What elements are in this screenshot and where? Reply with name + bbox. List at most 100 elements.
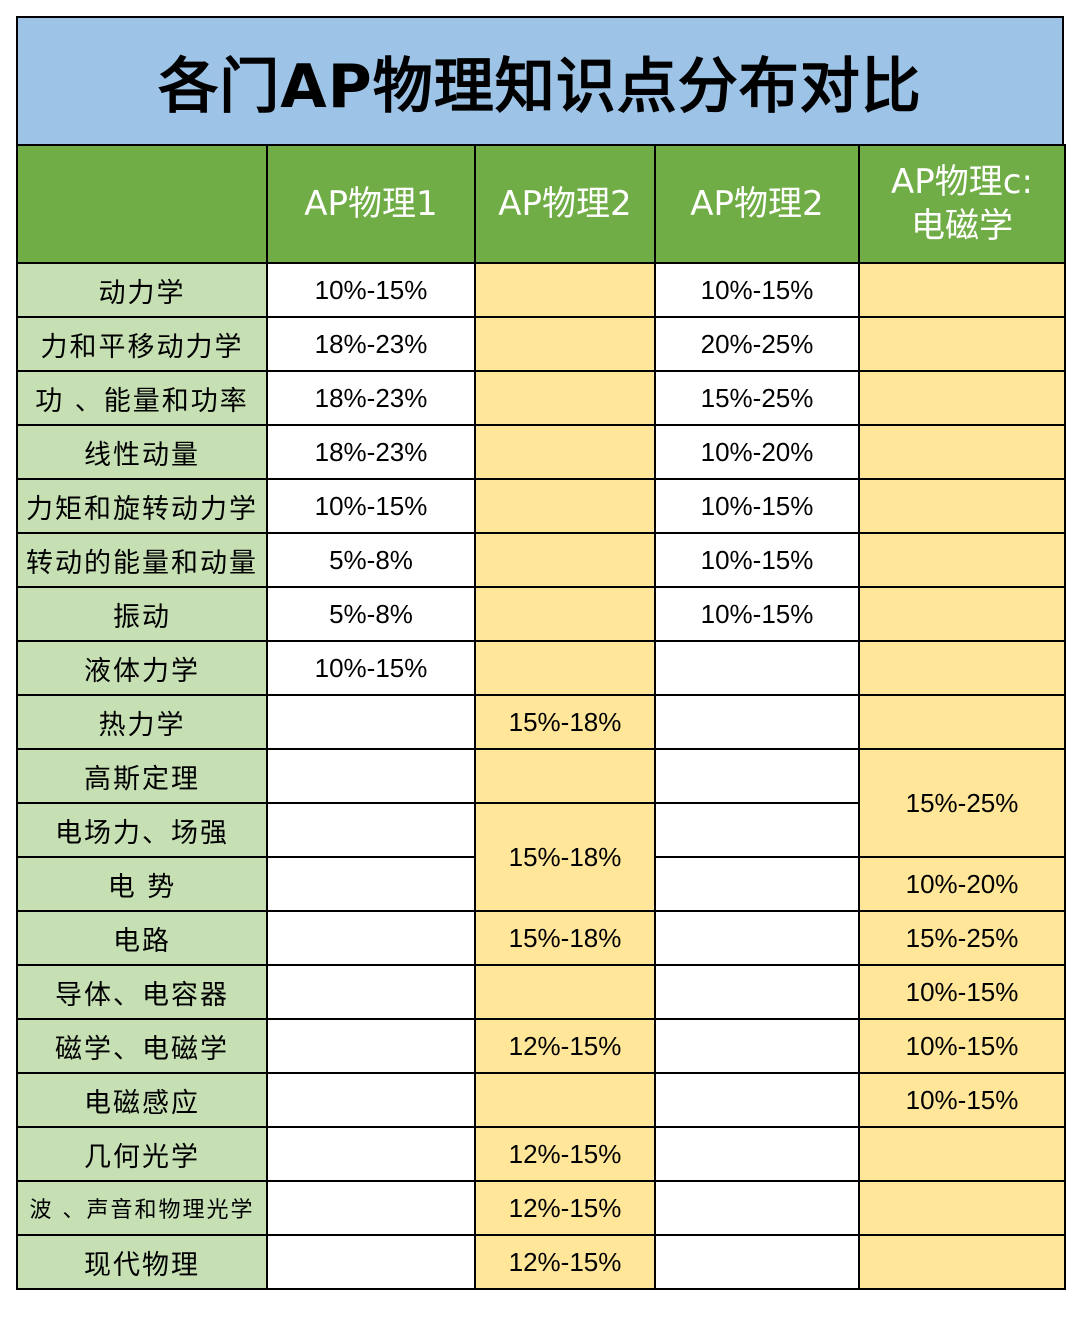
percentage-cell (858, 694, 1066, 750)
percentage-cell (474, 316, 656, 372)
percentage-cell: 15%-18% (474, 694, 656, 750)
percentage-cell: 10%-15% (858, 1072, 1066, 1128)
table-row: 电 势 10%-20% (16, 856, 1066, 912)
percentage-cell: 5%-8% (266, 532, 476, 588)
percentage-cell (858, 1180, 1066, 1236)
percentage-cell: 5%-8% (266, 586, 476, 642)
topic-cell: 力矩和旋转动力学 (16, 478, 268, 534)
percentage-cell (474, 370, 656, 426)
percentage-cell: 10%-15% (858, 1018, 1066, 1074)
percentage-cell: 10%-20% (858, 856, 1066, 912)
table-row: 热力学 15%-18% (16, 694, 1066, 750)
topic-cell: 动力学 (16, 262, 268, 318)
percentage-cell: 12%-15% (474, 1180, 656, 1236)
column-header: AP物理c: 电磁学 (858, 144, 1066, 264)
percentage-cell: 18%-23% (266, 424, 476, 480)
header-corner (16, 144, 268, 264)
percentage-cell (266, 964, 476, 1020)
percentage-cell (266, 802, 476, 858)
percentage-cell (654, 802, 860, 858)
percentage-cell: 18%-23% (266, 370, 476, 426)
page-title: 各门AP物理知识点分布对比 (16, 16, 1064, 144)
distribution-table: AP物理1 AP物理2 AP物理2 AP物理c: 电磁学 动力学 10%-15% 10%-… (16, 144, 1066, 1290)
percentage-cell: 10%-15% (654, 532, 860, 588)
percentage-cell: 12%-15% (474, 1126, 656, 1182)
percentage-cell (654, 640, 860, 696)
table-row: 电场力、场强 15%-18% (16, 802, 1065, 912)
table-row: 现代物理 12%-15% (16, 1234, 1066, 1290)
percentage-cell: 15%-25% (858, 910, 1066, 966)
table-row: 力和平移动力学 18%-23% 20%-25% (16, 316, 1066, 372)
table-row: 导体、电容器 10%-15% (16, 964, 1066, 1020)
percentage-cell (266, 1126, 476, 1182)
header-row: AP物理1 AP物理2 AP物理2 AP物理c: 电磁学 (16, 144, 1066, 264)
percentage-cell: 10%-15% (266, 640, 476, 696)
percentage-cell (266, 856, 476, 912)
percentage-cell (654, 1018, 860, 1074)
percentage-cell (858, 424, 1066, 480)
percentage-cell (858, 1126, 1066, 1182)
topic-cell: 高斯定理 (16, 748, 268, 804)
percentage-cell: 15%-25% (654, 370, 860, 426)
percentage-cell (654, 1126, 860, 1182)
percentage-cell: 12%-15% (474, 1234, 656, 1290)
percentage-cell (474, 424, 656, 480)
table-row: 电路 15%-18% 15%-25% (16, 910, 1066, 966)
percentage-cell (654, 1234, 860, 1290)
topic-cell: 电磁感应 (16, 1072, 268, 1128)
percentage-cell (858, 640, 1066, 696)
percentage-cell (858, 370, 1066, 426)
topic-cell: 导体、电容器 (16, 964, 268, 1020)
percentage-cell (474, 1072, 656, 1128)
watermark-logo: 犀牛教育 (985, 1314, 1074, 1339)
table-row: 线性动量 18%-23% 10%-20% (16, 424, 1066, 480)
table-row: 液体力学 10%-15% (16, 640, 1066, 696)
table-row: 电磁感应 10%-15% (16, 1072, 1066, 1128)
percentage-cell: 10%-15% (654, 586, 860, 642)
percentage-cell (474, 964, 656, 1020)
table-row: 功 、能量和功率 18%-23% 15%-25% (16, 370, 1066, 426)
topic-cell: 振动 (16, 586, 268, 642)
table-row: 波 、声音和物理光学 12%-15% (16, 1180, 1066, 1236)
topic-cell: 液体力学 (16, 640, 268, 696)
percentage-cell (654, 964, 860, 1020)
percentage-cell (858, 532, 1066, 588)
percentage-cell: 10%-15% (266, 262, 476, 318)
percentage-cell (266, 1180, 476, 1236)
percentage-cell (266, 1072, 476, 1128)
percentage-cell (474, 640, 656, 696)
percentage-cell (654, 1180, 860, 1236)
percentage-cell: 15%-18% (474, 802, 656, 912)
percentage-cell (654, 1072, 860, 1128)
percentage-cell: 10%-15% (654, 478, 860, 534)
topic-cell: 电路 (16, 910, 268, 966)
percentage-cell (858, 262, 1066, 318)
percentage-cell (474, 748, 656, 804)
topic-cell: 几何光学 (16, 1126, 268, 1182)
table-row: 力矩和旋转动力学 10%-15% 10%-15% (16, 478, 1066, 534)
percentage-cell: 15%-18% (474, 910, 656, 966)
topic-cell: 电场力、场强 (16, 802, 268, 858)
topic-cell: 现代物理 (16, 1234, 268, 1290)
percentage-cell: 18%-23% (266, 316, 476, 372)
topic-cell: 转动的能量和动量 (16, 532, 268, 588)
percentage-cell: 10%-20% (654, 424, 860, 480)
table-row: 动力学 10%-15% 10%-15% (16, 262, 1066, 318)
percentage-cell (858, 586, 1066, 642)
percentage-cell (654, 694, 860, 750)
percentage-cell (654, 856, 860, 912)
topic-cell: 电 势 (16, 856, 268, 912)
topic-cell: 力和平移动力学 (16, 316, 268, 372)
topic-cell: 磁学、电磁学 (16, 1018, 268, 1074)
table-row: 几何光学 12%-15% (16, 1126, 1066, 1182)
percentage-cell (474, 532, 656, 588)
percentage-cell (654, 910, 860, 966)
table-row: 振动 5%-8% 10%-15% (16, 586, 1066, 642)
table-row: 磁学、电磁学 12%-15% 10%-15% (16, 1018, 1066, 1074)
percentage-cell: 20%-25% (654, 316, 860, 372)
percentage-cell (858, 316, 1066, 372)
percentage-cell (474, 478, 656, 534)
topic-cell: 功 、能量和功率 (16, 370, 268, 426)
percentage-cell (858, 1234, 1066, 1290)
table-row: 转动的能量和动量 5%-8% 10%-15% (16, 532, 1066, 588)
